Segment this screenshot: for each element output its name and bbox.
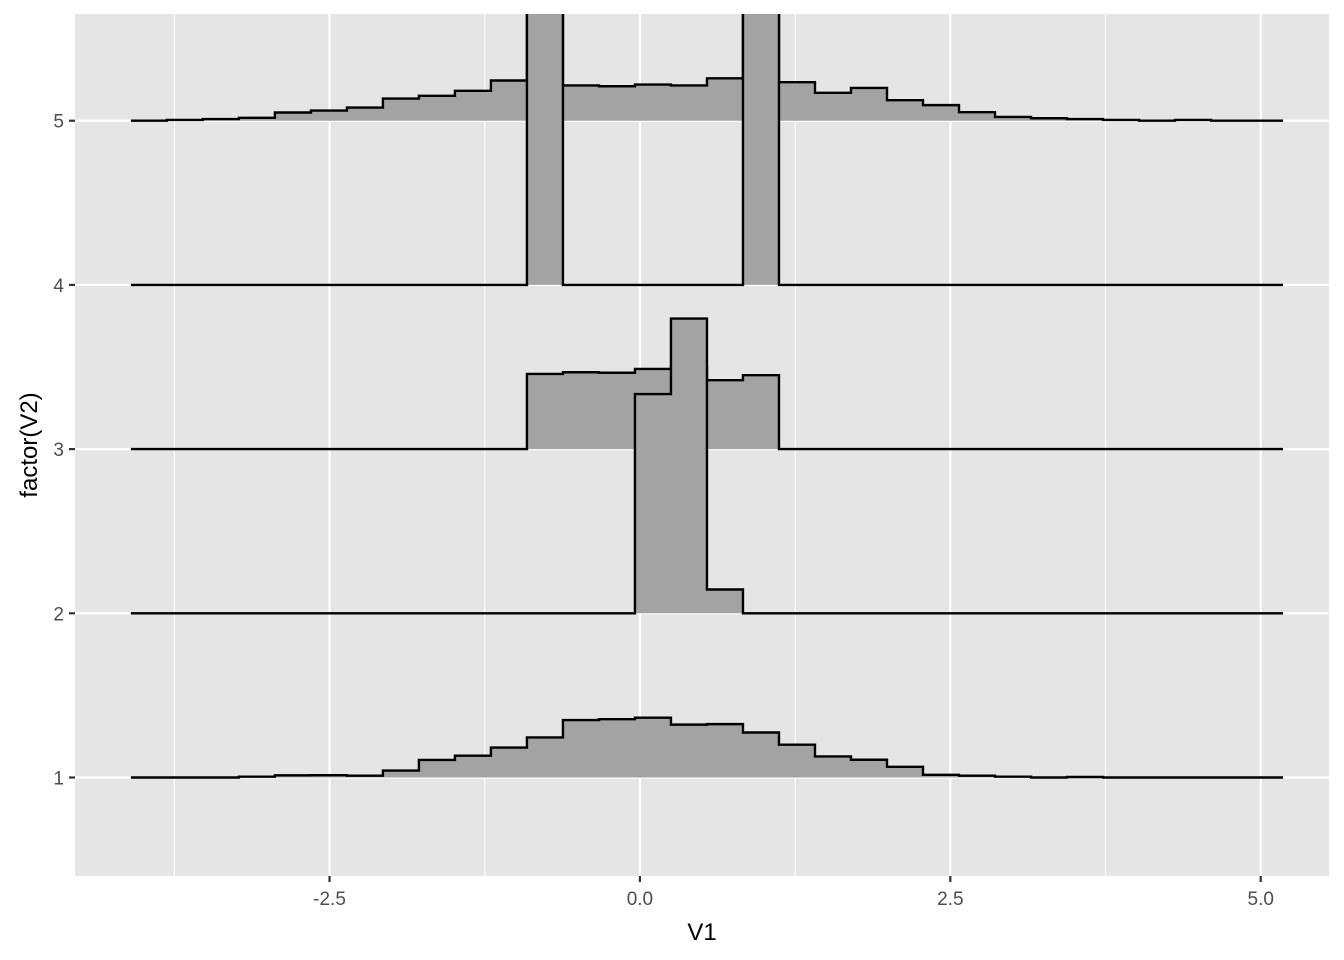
ridge-area-1 (130, 717, 1284, 778)
ridges (130, 14, 1284, 779)
x-tick-label: 5.0 (1248, 889, 1274, 910)
y-tick-label: 5 (53, 112, 64, 133)
x-tick-label: 2.5 (937, 889, 963, 910)
y-tick-label: 2 (53, 604, 64, 625)
y-tick-label: 1 (53, 768, 64, 789)
ridge-outline-5 (130, 14, 1284, 122)
y-axis-title: factor(V2) (16, 392, 43, 497)
ridge-outline-1 (130, 716, 1284, 779)
x-tick-label: -2.5 (313, 889, 346, 910)
ridge-area-5 (130, 14, 1284, 121)
grid-minor (173, 14, 1107, 876)
ridge-group-4 (130, 14, 1284, 287)
axes: -2.5 0.0 2.5 5.0 1 2 3 4 5 (53, 112, 1274, 910)
ridge-outline-4 (130, 14, 1284, 287)
x-axis-title: V1 (687, 919, 716, 946)
ridge-group-2 (130, 317, 1284, 615)
ridge-group-1 (130, 716, 1284, 779)
y-tick-label: 4 (53, 276, 64, 297)
ridge-outline-2 (130, 317, 1284, 615)
y-tick-label: 3 (53, 440, 64, 461)
ridge-group-5 (130, 14, 1284, 122)
x-tick-label: 0.0 (627, 889, 653, 910)
